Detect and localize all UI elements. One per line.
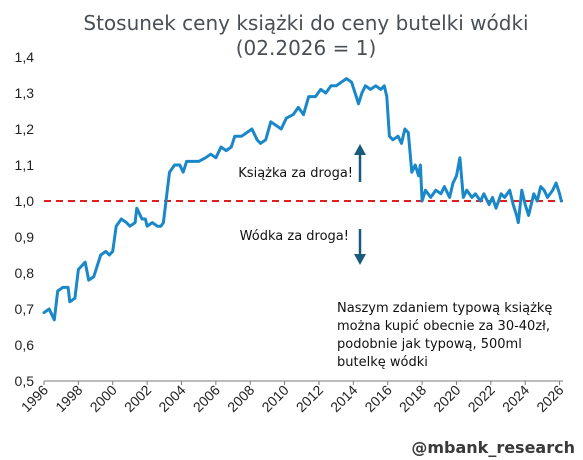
x-axis: 1996 1998 2000 2002 2004 2006 2008 2010 2012 2014… bbox=[18, 381, 567, 415]
y-tick-label: 0,5 bbox=[15, 373, 35, 389]
x-tick-label: 2000 bbox=[87, 382, 120, 415]
annotation-up: Książka za droga! bbox=[238, 166, 353, 181]
chart-subtitle: (02.2026 = 1) bbox=[236, 36, 377, 60]
x-tick-label: 2006 bbox=[190, 382, 223, 415]
y-tick-label: 1,3 bbox=[15, 85, 35, 101]
arrow-up-icon bbox=[354, 144, 366, 182]
arrow-down-icon bbox=[354, 229, 366, 265]
x-tick-label: 1998 bbox=[52, 382, 85, 415]
x-tick-label: 2022 bbox=[465, 382, 498, 415]
x-tick-label: 2010 bbox=[258, 382, 291, 415]
y-axis: 0,5 0,6 0,7 0,8 0,9 1,0 1,1 1,2 1,3 1,4 bbox=[15, 49, 35, 389]
x-tick-label: 2024 bbox=[499, 382, 532, 415]
note-line-2: można kupić obecnie za 30-40zł, bbox=[337, 319, 550, 334]
x-tick-label: 2008 bbox=[224, 382, 257, 415]
x-tick-label: 2012 bbox=[293, 382, 326, 415]
note-line-4: butelkę wódki bbox=[337, 355, 428, 370]
y-tick-label: 1,4 bbox=[15, 49, 35, 65]
x-tick-label: 2020 bbox=[430, 382, 463, 415]
x-tick-label: 2004 bbox=[155, 382, 188, 415]
note-line-3: podobnie jak typową, 500ml bbox=[337, 337, 522, 352]
y-tick-label: 1,2 bbox=[15, 121, 35, 137]
series-line bbox=[42, 77, 563, 322]
footer-handle: @mbank_research bbox=[411, 438, 575, 457]
chart-title: Stosunek ceny książki do ceny butelki wó… bbox=[83, 11, 528, 35]
annotation-down: Wódka za droga! bbox=[240, 229, 349, 244]
y-tick-label: 0,7 bbox=[15, 301, 35, 317]
note-line-1: Naszym zdaniem typową książkę bbox=[337, 301, 552, 316]
y-tick-label: 1,1 bbox=[15, 157, 35, 173]
y-tick-label: 0,6 bbox=[15, 337, 35, 353]
y-tick-label: 1,0 bbox=[15, 193, 35, 209]
x-tick-label: 2018 bbox=[396, 382, 429, 415]
x-tick-label: 2026 bbox=[533, 382, 566, 415]
x-tick-label: 2016 bbox=[361, 382, 394, 415]
y-tick-label: 0,8 bbox=[15, 265, 35, 281]
x-tick-label: 2014 bbox=[327, 382, 360, 415]
y-tick-label: 0,9 bbox=[15, 229, 35, 245]
x-tick-label: 2002 bbox=[121, 382, 154, 415]
